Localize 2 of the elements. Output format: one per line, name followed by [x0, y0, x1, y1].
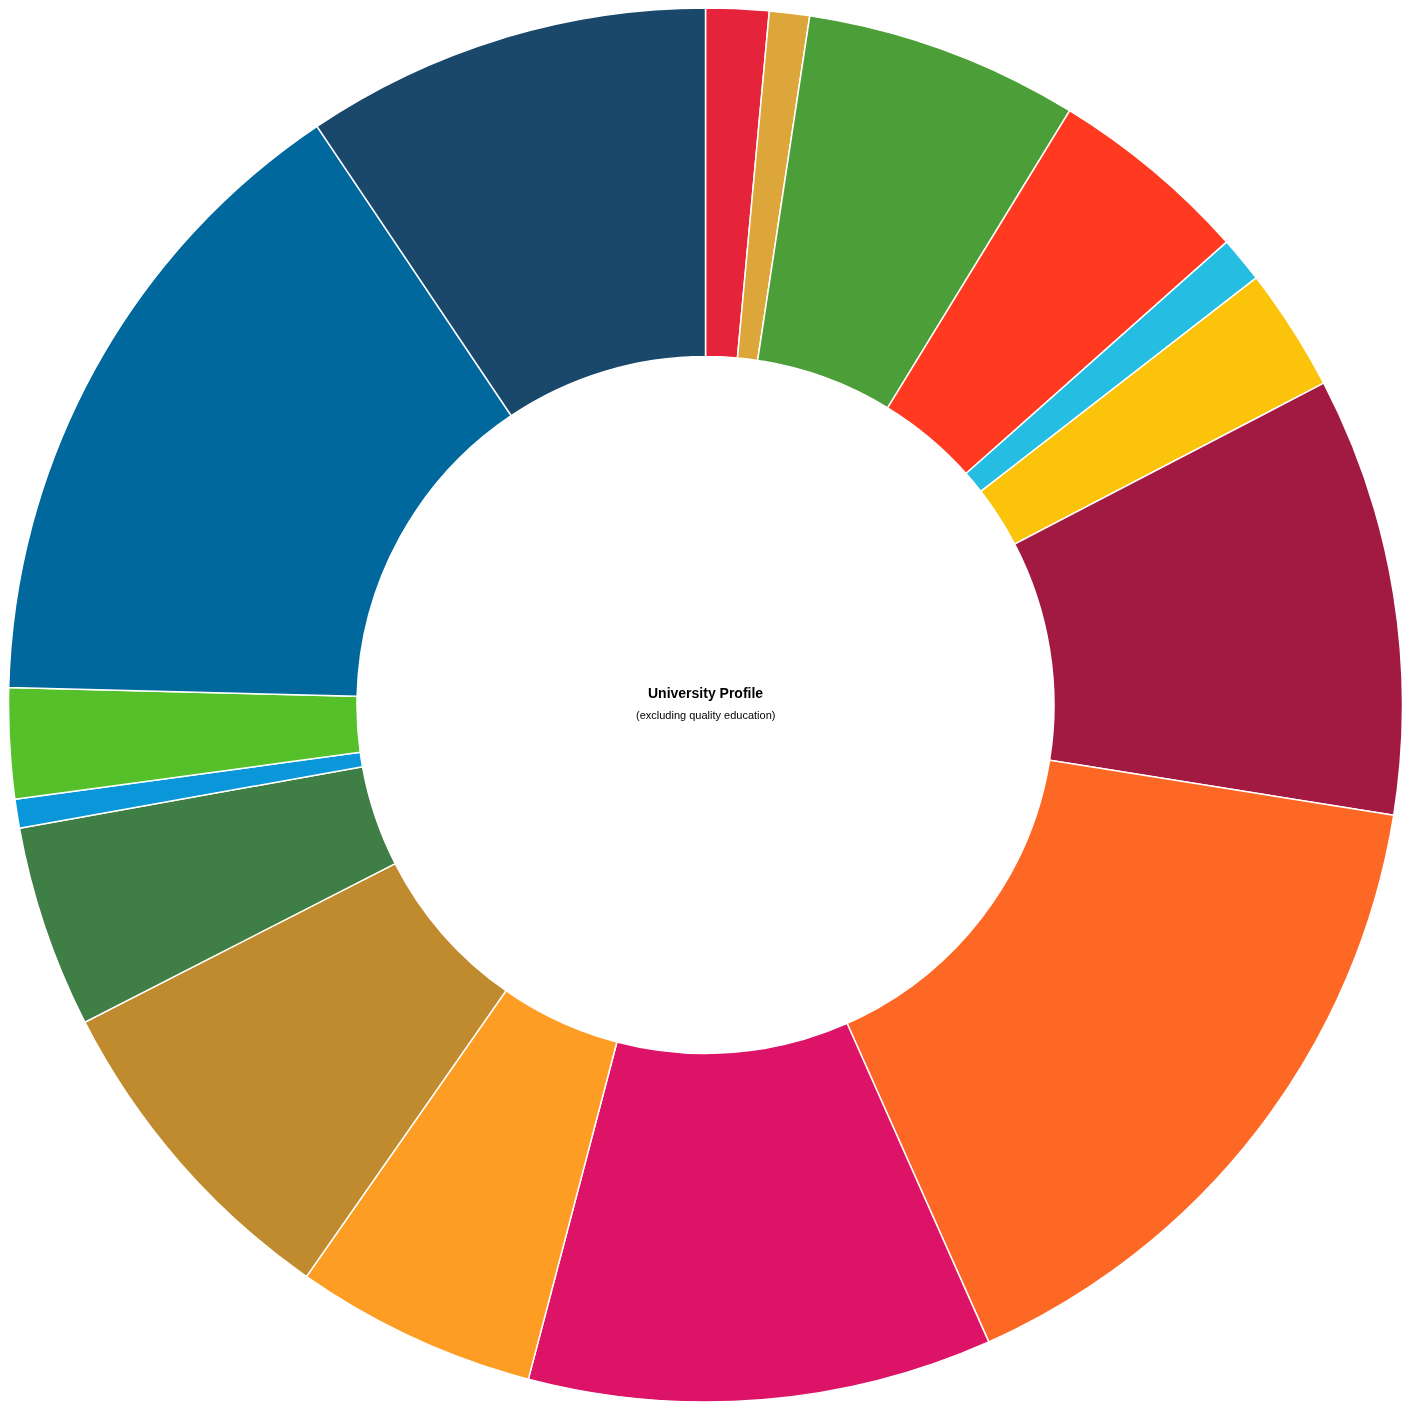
text: University Profile: [648, 685, 764, 701]
text: (excluding quality education): [636, 709, 776, 721]
